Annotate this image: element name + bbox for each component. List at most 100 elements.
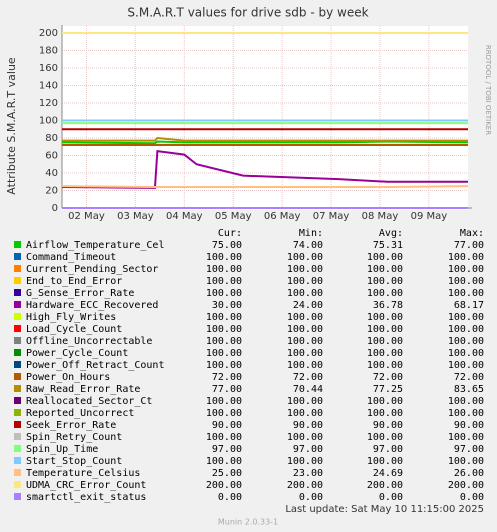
legend-entry: Temperature_Celsius <box>26 468 140 479</box>
side-text: RRDTOOL / TOBI OETIKER <box>484 45 492 135</box>
footer: Munin 2.0.33-1 <box>218 518 278 527</box>
legend-value: 100.00 <box>367 324 403 335</box>
legend-entry: Raw_Read_Error_Rate <box>26 384 140 395</box>
legend-value: 23.00 <box>293 468 323 479</box>
y-tick-label: 40 <box>45 168 58 179</box>
y-tick-label: 180 <box>39 46 58 57</box>
legend-value: 90.00 <box>212 420 242 431</box>
legend-value: 100.00 <box>287 276 323 287</box>
legend-entry: Start_Stop_Count <box>26 456 122 467</box>
legend-value: 100.00 <box>206 360 242 371</box>
legend-value: 36.78 <box>373 300 403 311</box>
legend-header: Avg: <box>379 228 403 239</box>
legend-value: 100.00 <box>448 264 484 275</box>
legend-value: 100.00 <box>206 396 242 407</box>
legend-value: 100.00 <box>367 288 403 299</box>
legend-entry: smartctl_exit_status <box>26 492 146 503</box>
x-tick-label: 02 May <box>68 211 105 222</box>
legend-value: 100.00 <box>287 396 323 407</box>
legend-value: 97.00 <box>454 444 484 455</box>
legend-value: 100.00 <box>448 336 484 347</box>
legend-value: 100.00 <box>367 456 403 467</box>
legend-value: 100.00 <box>367 252 403 263</box>
legend-swatch <box>14 325 21 332</box>
legend-value: 0.00 <box>379 492 403 503</box>
legend-entry: UDMA_CRC_Error_Count <box>26 480 146 491</box>
legend-swatch <box>14 385 21 392</box>
y-tick-label: 120 <box>39 98 58 109</box>
legend-value: 100.00 <box>448 408 484 419</box>
legend-value: 100.00 <box>448 252 484 263</box>
y-axis-label: Attribute S.M.A.R.T value <box>5 57 18 195</box>
legend-value: 200.00 <box>287 480 323 491</box>
legend-value: 90.00 <box>293 420 323 431</box>
legend-value: 100.00 <box>448 456 484 467</box>
legend-entry: Spin_Retry_Count <box>26 432 122 443</box>
x-tick-label: 08 May <box>362 211 399 222</box>
legend-entry: End_to_End_Error <box>26 276 122 287</box>
legend-value: 72.00 <box>293 372 323 383</box>
legend-value: 77.25 <box>373 384 403 395</box>
legend-value: 100.00 <box>287 456 323 467</box>
y-tick-label: 80 <box>45 133 58 144</box>
legend-value: 100.00 <box>287 312 323 323</box>
legend-value: 90.00 <box>373 420 403 431</box>
legend-value: 200.00 <box>206 480 242 491</box>
legend-value: 100.00 <box>206 456 242 467</box>
y-tick-label: 0 <box>52 203 58 214</box>
legend-entry: Reallocated_Sector_Ct <box>26 396 152 407</box>
legend-header: Cur: <box>218 228 242 239</box>
legend-value: 97.00 <box>293 444 323 455</box>
legend-value: 97.00 <box>373 444 403 455</box>
legend-value: 100.00 <box>287 288 323 299</box>
legend-value: 100.00 <box>287 336 323 347</box>
legend-value: 77.00 <box>454 240 484 251</box>
legend-value: 70.44 <box>293 384 323 395</box>
legend-value: 75.00 <box>212 240 242 251</box>
legend-swatch <box>14 337 21 344</box>
legend-value: 0.00 <box>218 492 242 503</box>
legend-value: 100.00 <box>367 396 403 407</box>
legend-swatch <box>14 265 21 272</box>
legend-swatch <box>14 361 21 368</box>
legend-entry: Offline_Uncorrectable <box>26 336 152 347</box>
legend-entry: High_Fly_Writes <box>26 312 116 323</box>
legend-value: 100.00 <box>287 432 323 443</box>
legend-value: 100.00 <box>206 312 242 323</box>
legend-value: 100.00 <box>367 348 403 359</box>
plot-area <box>62 26 468 210</box>
legend-swatch <box>14 409 21 416</box>
legend-entry: Power_Cycle_Count <box>26 348 128 359</box>
legend-value: 100.00 <box>206 348 242 359</box>
legend-value: 100.00 <box>206 408 242 419</box>
last-update: Last update: Sat May 10 11:15:00 2025 <box>285 504 484 515</box>
legend-value: 100.00 <box>367 312 403 323</box>
legend-entry: Command_Timeout <box>26 252 116 263</box>
legend-swatch <box>14 397 21 404</box>
legend-value: 200.00 <box>367 480 403 491</box>
x-tick-label: 04 May <box>166 211 203 222</box>
legend-value: 100.00 <box>367 276 403 287</box>
legend-value: 72.00 <box>212 372 242 383</box>
legend-value: 97.00 <box>212 444 242 455</box>
legend-swatch <box>14 253 21 260</box>
legend-swatch <box>14 457 21 464</box>
legend-swatch <box>14 493 21 500</box>
legend-swatch <box>14 241 21 248</box>
legend-value: 100.00 <box>287 264 323 275</box>
legend-value: 72.00 <box>454 372 484 383</box>
x-tick-label: 03 May <box>117 211 154 222</box>
x-tick-label: 05 May <box>215 211 252 222</box>
legend-entry: Power_On_Hours <box>26 372 110 383</box>
legend-value: 24.00 <box>293 300 323 311</box>
legend-value: 100.00 <box>448 360 484 371</box>
legend-value: 100.00 <box>367 360 403 371</box>
legend-header: Min: <box>299 228 323 239</box>
legend-swatch <box>14 313 21 320</box>
legend-entry: Reported_Uncorrect <box>26 408 134 419</box>
legend-entry: G_Sense_Error_Rate <box>26 288 134 299</box>
legend-value: 100.00 <box>367 432 403 443</box>
legend-value: 100.00 <box>448 396 484 407</box>
legend-value: 68.17 <box>454 300 484 311</box>
legend-header: Max: <box>460 228 484 239</box>
